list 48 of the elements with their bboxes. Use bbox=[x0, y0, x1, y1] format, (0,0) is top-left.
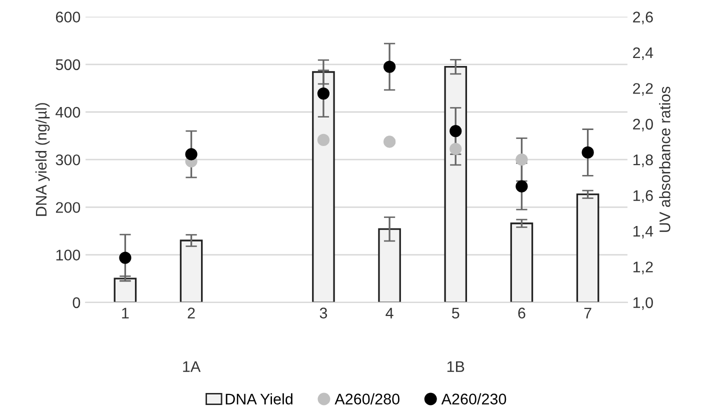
x-tick-label: 5 bbox=[452, 308, 460, 318]
point bbox=[185, 148, 198, 160]
legend-label: A260/230 bbox=[441, 393, 506, 404]
y2-tick-label: 1,8 bbox=[633, 154, 653, 168]
bar bbox=[510, 222, 534, 302]
point bbox=[317, 134, 330, 146]
x-tick-label: 3 bbox=[320, 308, 328, 318]
y2-tick-label: 2,6 bbox=[633, 12, 653, 24]
x-tick-label: 2 bbox=[188, 308, 195, 318]
y2-tick-label: 2,2 bbox=[633, 83, 653, 96]
bar bbox=[378, 228, 401, 302]
x-tick-label: 7 bbox=[584, 308, 592, 318]
y-axis-title: DNA yield (ng/µl) bbox=[35, 103, 50, 216]
y-tick-label: 200 bbox=[56, 202, 80, 213]
bar bbox=[114, 278, 137, 302]
point bbox=[582, 146, 594, 159]
bar bbox=[576, 194, 600, 302]
text: 1A bbox=[183, 361, 201, 372]
x-tick-label: 1 bbox=[122, 308, 129, 318]
legend-label: A260/280 bbox=[334, 393, 400, 404]
legend-label: DNA Yield bbox=[226, 393, 292, 404]
x-tick-label: 6 bbox=[518, 308, 526, 318]
bar bbox=[312, 71, 335, 302]
point bbox=[516, 154, 528, 166]
point bbox=[119, 252, 132, 264]
y2-tick-label: 1,4 bbox=[633, 226, 654, 238]
point bbox=[383, 60, 396, 73]
point bbox=[317, 87, 330, 100]
y2-axis-title: UV absorbance ratios bbox=[659, 86, 670, 232]
bar bbox=[180, 240, 203, 302]
y2-tick-label: 2,4 bbox=[633, 47, 654, 60]
x-tick-label: 4 bbox=[386, 308, 394, 318]
y-tick-label: 500 bbox=[56, 59, 80, 70]
text: 1B bbox=[447, 361, 464, 372]
point bbox=[383, 136, 396, 148]
y-tick-label: 600 bbox=[56, 12, 80, 22]
point bbox=[450, 124, 462, 138]
point bbox=[450, 142, 462, 155]
y2-tick-label: 1,6 bbox=[633, 190, 653, 203]
y2-tick-label: 1,0 bbox=[633, 297, 653, 310]
y2-tick-label: 1,2 bbox=[633, 262, 653, 274]
y-tick-label: 0 bbox=[72, 297, 80, 308]
bar bbox=[444, 66, 468, 302]
point bbox=[516, 180, 528, 192]
y-tick-label: 300 bbox=[56, 154, 80, 166]
y-tick-label: 400 bbox=[56, 106, 80, 118]
y-tick-label: 100 bbox=[56, 250, 80, 260]
y2-tick-label: 2,0 bbox=[633, 118, 653, 132]
